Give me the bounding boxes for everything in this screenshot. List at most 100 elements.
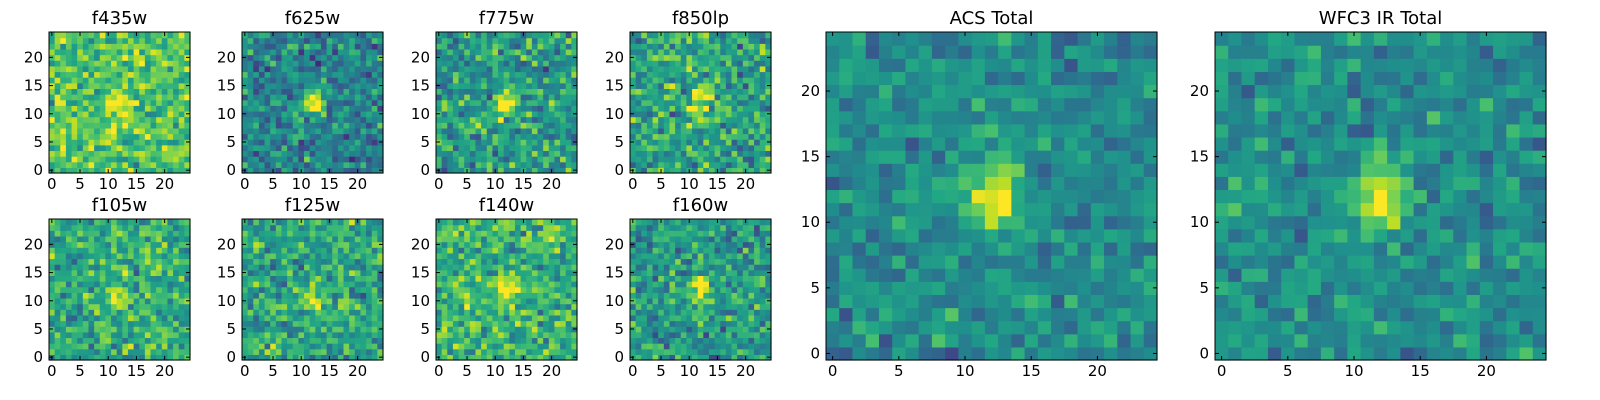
heatmap-cell: [343, 354, 350, 361]
heatmap-cell: [371, 105, 378, 112]
heatmap-cell: [264, 133, 271, 140]
heatmap-cell: [65, 337, 73, 344]
heatmap-cell: [320, 241, 328, 248]
heatmap-cell: [475, 258, 482, 265]
heatmap-cell: [65, 343, 73, 350]
heatmap-cell: [686, 37, 693, 44]
heatmap-cell: [759, 71, 766, 78]
heatmap-cell: [247, 139, 254, 146]
heatmap-cell: [292, 144, 299, 152]
heatmap-cell: [509, 337, 516, 344]
heatmap-cell: [156, 71, 163, 78]
heatmap-cell: [630, 88, 637, 95]
heatmap-cell: [332, 286, 339, 293]
heatmap-cell: [116, 110, 123, 118]
heatmap-cell: [464, 303, 471, 310]
heatmap-cell: [320, 116, 328, 123]
heatmap-cell: [641, 116, 648, 123]
heatmap-cell: [748, 275, 755, 282]
heatmap-cell: [49, 77, 56, 84]
heatmap-cell: [360, 43, 367, 50]
heatmap-cell: [692, 343, 699, 350]
heatmap-cell: [337, 235, 345, 243]
heatmap-cell: [537, 343, 544, 350]
heatmap-cell: [292, 343, 299, 350]
heatmap-cell: [133, 331, 140, 339]
heatmap-cell: [469, 150, 477, 157]
heatmap-cell: [503, 297, 510, 305]
heatmap-cell: [133, 156, 140, 163]
heatmap-cell: [309, 258, 316, 265]
heatmap-cell: [708, 281, 716, 288]
heatmap-cell: [258, 54, 266, 61]
heatmap-cell: [111, 326, 118, 333]
x-tick-label: 5: [462, 175, 472, 193]
heatmap-cell: [469, 71, 477, 78]
heatmap-cell: [737, 133, 744, 140]
heatmap-cell: [315, 77, 322, 84]
heatmap-cell: [548, 269, 556, 276]
heatmap-cell: [641, 348, 648, 355]
heatmap-cell: [161, 156, 169, 163]
heatmap-cell: [332, 230, 339, 237]
heatmap-cell: [652, 32, 659, 39]
heatmap-cell: [526, 348, 533, 355]
heatmap-cell: [65, 161, 73, 168]
y-tick-label: 10: [217, 105, 236, 123]
heatmap-cell: [571, 105, 578, 112]
heatmap-cell: [737, 110, 744, 118]
heatmap-cell: [481, 88, 488, 95]
heatmap-cell: [565, 116, 572, 123]
heatmap-cell: [139, 314, 146, 322]
heatmap-cell: [343, 88, 350, 95]
heatmap-cell: [184, 94, 191, 101]
heatmap-cell: [264, 264, 271, 271]
heatmap-cell: [469, 82, 477, 89]
heatmap-cell: [646, 326, 654, 333]
heatmap-cell: [94, 139, 101, 146]
heatmap-cell: [731, 54, 738, 61]
heatmap-cell: [377, 37, 384, 44]
heatmap-cell: [646, 167, 654, 174]
heatmap-cell: [447, 88, 454, 95]
heatmap-cell: [565, 269, 572, 276]
heatmap-cell: [122, 314, 129, 322]
heatmap-cell: [725, 144, 733, 152]
heatmap-cell: [315, 269, 322, 276]
heatmap-cell: [360, 275, 367, 282]
heatmap-cell: [360, 235, 367, 243]
heatmap-cell: [71, 303, 78, 310]
heatmap-cell: [150, 139, 157, 146]
heatmap-cell: [492, 60, 499, 67]
heatmap-cell: [298, 43, 305, 50]
heatmap-cell: [173, 320, 180, 327]
heatmap-cell: [703, 65, 710, 73]
heatmap-cell: [560, 230, 567, 237]
heatmap-cell: [161, 275, 169, 282]
heatmap-cell: [315, 144, 322, 152]
heatmap-cell: [503, 354, 510, 361]
heatmap-cell: [571, 144, 578, 152]
heatmap-cell: [281, 133, 288, 140]
heatmap-cell: [161, 264, 169, 271]
heatmap-cell: [663, 77, 671, 84]
heatmap-cell: [554, 37, 561, 44]
heatmap-cell: [714, 286, 721, 293]
heatmap-cell: [242, 252, 249, 260]
heatmap-cell: [332, 54, 339, 61]
heatmap-cell: [452, 314, 460, 322]
heatmap-cell: [253, 252, 260, 260]
heatmap-cell: [675, 275, 682, 282]
heatmap-cell: [635, 133, 642, 140]
heatmap-cell: [526, 133, 533, 140]
heatmap-cell: [765, 77, 772, 84]
heatmap-cell: [105, 309, 112, 316]
heatmap-cell: [765, 71, 772, 78]
heatmap-cell: [94, 292, 101, 299]
heatmap-cell: [184, 230, 191, 237]
heatmap-cell: [658, 65, 665, 73]
heatmap-cell: [725, 292, 733, 299]
heatmap-cell: [492, 241, 499, 248]
heatmap-cell: [133, 303, 140, 310]
heatmap-cell: [320, 269, 328, 276]
